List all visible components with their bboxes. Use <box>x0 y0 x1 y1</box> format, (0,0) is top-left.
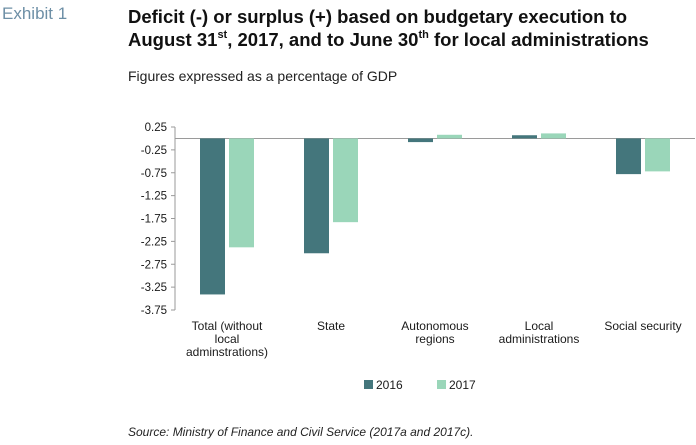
legend-swatch-2017 <box>437 380 446 389</box>
category-label: Social security <box>604 319 681 333</box>
category-label: State <box>317 319 345 333</box>
y-tick-label: -0.75 <box>141 168 167 180</box>
category-label: Total (without <box>192 319 263 333</box>
chart-subtitle: Figures expressed as a percentage of GDP <box>128 68 398 84</box>
y-tick-label: -1.25 <box>141 191 167 203</box>
legend-label-2016: 2016 <box>376 378 403 392</box>
bar-2017-1 <box>333 138 358 223</box>
source-note: Source: Ministry of Finance and Civil Se… <box>128 425 474 439</box>
bar-2017-2 <box>437 134 462 139</box>
title-sup-1: st <box>217 28 228 41</box>
category-label: regions <box>415 332 454 346</box>
y-tick-label: -3.25 <box>141 282 167 294</box>
y-tick-label: -2.25 <box>141 236 167 248</box>
bar-2016-4 <box>616 138 641 175</box>
bar-2016-2 <box>408 138 433 143</box>
title-sup-2: th <box>418 28 429 41</box>
title-line-2: August 31st, 2017, and to June 30th for … <box>128 28 694 51</box>
y-tick-label: -3.75 <box>141 305 167 317</box>
chart-title: Deficit (-) or surplus (+) based on budg… <box>128 5 694 51</box>
category-label: local <box>215 332 240 346</box>
y-tick-label: -2.75 <box>141 259 167 271</box>
title-part-2: , 2017, and to June 30 <box>227 29 419 50</box>
title-part-3: for local administrations <box>428 29 649 50</box>
bar-2016-1 <box>304 138 329 254</box>
y-tick-label: -1.75 <box>141 214 167 226</box>
bar-2017-4 <box>645 138 670 172</box>
title-part-1: August 31 <box>128 29 218 50</box>
title-line-1: Deficit (-) or surplus (+) based on budg… <box>128 6 628 27</box>
bar-2017-3 <box>541 133 566 139</box>
category-label: Local <box>525 319 554 333</box>
bar-2016-0 <box>200 138 225 295</box>
bar-2016-3 <box>512 135 537 139</box>
category-label: administrations <box>499 332 580 346</box>
bar-2017-0 <box>229 138 254 248</box>
legend-swatch-2016 <box>364 380 373 389</box>
exhibit-label: Exhibit 1 <box>2 4 68 23</box>
category-label: adminstrations) <box>186 345 268 359</box>
y-tick-label: -0.25 <box>141 145 167 157</box>
y-tick-label: 0.25 <box>145 122 167 134</box>
category-label: Autonomous <box>401 319 468 333</box>
legend-label-2017: 2017 <box>449 378 476 392</box>
